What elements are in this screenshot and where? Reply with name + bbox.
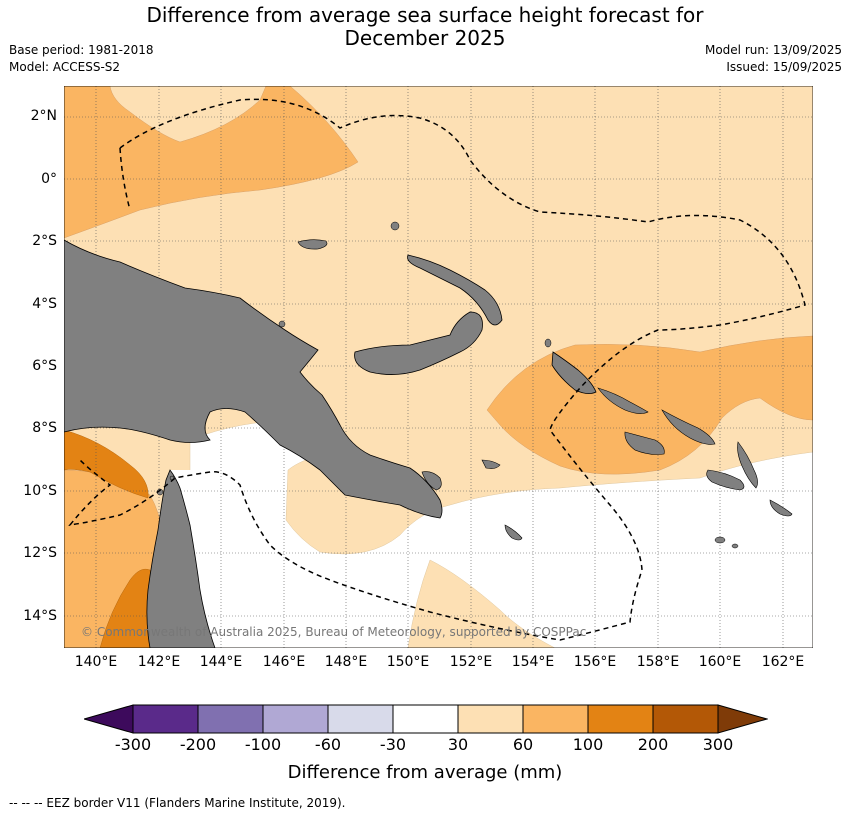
land-dentrecasteaux bbox=[421, 471, 442, 491]
lon-label-156e: 156°E bbox=[573, 654, 617, 670]
lon-label-160e: 160°E bbox=[698, 654, 742, 670]
colorbar-label: Difference from average (mm) bbox=[287, 762, 563, 783]
lat-label-14s: 14°S bbox=[23, 608, 57, 624]
anomaly-region-100-200-south bbox=[99, 568, 159, 648]
eez-borders bbox=[68, 98, 806, 641]
lat-label-12s: 12°S bbox=[23, 545, 57, 561]
copyright-notice: © Commonwealth of Australia 2025, Bureau… bbox=[81, 625, 587, 639]
land-guadalcanal bbox=[624, 431, 665, 455]
lon-label-150e: 150°E bbox=[386, 654, 430, 670]
chart-title: Difference from average sea surface heig… bbox=[0, 4, 850, 50]
land-makira bbox=[706, 469, 745, 491]
land-choiseul bbox=[597, 387, 649, 414]
land-malaita bbox=[737, 441, 758, 489]
lat-label-8s: 8°S bbox=[32, 420, 57, 436]
colorbar-extend-high bbox=[717, 704, 768, 734]
colorbar-segment-9 bbox=[652, 704, 719, 734]
land-rennell bbox=[769, 499, 793, 517]
small-islands bbox=[156, 221, 739, 549]
colorbar-segment-6 bbox=[457, 704, 524, 734]
lat-label-6s: 6°S bbox=[32, 358, 57, 374]
land-new-britain bbox=[354, 311, 483, 375]
model-name: Model: ACCESS-S2 bbox=[9, 60, 121, 74]
lon-label-142e: 142°E bbox=[137, 654, 181, 670]
land-louisiade bbox=[504, 524, 523, 541]
land-isabel bbox=[661, 409, 716, 445]
land-new-guinea bbox=[64, 239, 443, 519]
colorbar-tick-neg100: -100 bbox=[244, 735, 282, 754]
colorbar-segment-7 bbox=[522, 704, 589, 734]
model-run: Model run: 13/09/2025 bbox=[704, 43, 842, 57]
lat-label-2n: 2°N bbox=[30, 108, 57, 124]
land-manus bbox=[297, 239, 328, 250]
title-line-1: Difference from average sea surface heig… bbox=[146, 3, 704, 27]
lon-label-146e: 146°E bbox=[262, 654, 306, 670]
anomaly-region-60-100-north bbox=[64, 86, 359, 239]
colorbar-tick-100: 100 bbox=[572, 735, 604, 754]
colorbar-extend-low bbox=[84, 704, 134, 734]
lon-label-144e: 144°E bbox=[199, 654, 243, 670]
colorbar-segment-3 bbox=[262, 704, 329, 734]
eez-footnote: -- -- -- EEZ border V11 (Flanders Marine… bbox=[9, 796, 346, 810]
colorbar-tick-neg200: -200 bbox=[179, 735, 217, 754]
land-woodlark bbox=[481, 459, 501, 469]
lon-label-162e: 162°E bbox=[761, 654, 805, 670]
colorbar-tick-neg300: -300 bbox=[114, 735, 152, 754]
meta-left: Base period: 1981-2018 Model: ACCESS-S2 bbox=[9, 42, 154, 76]
lon-label-154e: 154°E bbox=[511, 654, 555, 670]
colorbar-segment-1 bbox=[132, 704, 199, 734]
issued-date: Issued: 15/09/2025 bbox=[726, 60, 842, 74]
lon-label-140e: 140°E bbox=[74, 654, 118, 670]
colorbar-segment-2 bbox=[197, 704, 264, 734]
lat-label-10s: 10°S bbox=[23, 483, 57, 499]
colorbar-tick-200: 200 bbox=[637, 735, 669, 754]
lat-label-2s: 2°S bbox=[32, 233, 57, 249]
colorbar bbox=[84, 704, 768, 734]
lon-label-148e: 148°E bbox=[324, 654, 368, 670]
colorbar-tick-neg60: -60 bbox=[314, 735, 342, 754]
land-new-ireland bbox=[407, 254, 503, 326]
lon-label-158e: 158°E bbox=[636, 654, 680, 670]
lat-label-0: 0° bbox=[41, 171, 57, 187]
colorbar-tick-300: 300 bbox=[702, 735, 734, 754]
colorbar-tick-60: 60 bbox=[512, 735, 534, 754]
sea-surface-map bbox=[64, 86, 813, 648]
lon-label-152e: 152°E bbox=[449, 654, 493, 670]
base-period: Base period: 1981-2018 bbox=[9, 43, 154, 57]
colorbar-segment-4 bbox=[327, 704, 394, 734]
meta-right: Model run: 13/09/2025 Issued: 15/09/2025 bbox=[705, 42, 842, 76]
anomaly-region-100-200-north bbox=[64, 429, 149, 499]
land-cape-york bbox=[146, 469, 216, 648]
colorbar-tick-neg30: -30 bbox=[379, 735, 407, 754]
colorbar-segment-5 bbox=[392, 704, 459, 734]
colorbar-segment-8 bbox=[587, 704, 654, 734]
lat-label-4s: 4°S bbox=[32, 296, 57, 312]
title-line-2: December 2025 bbox=[344, 26, 506, 50]
colorbar-tick-30: 30 bbox=[447, 735, 469, 754]
